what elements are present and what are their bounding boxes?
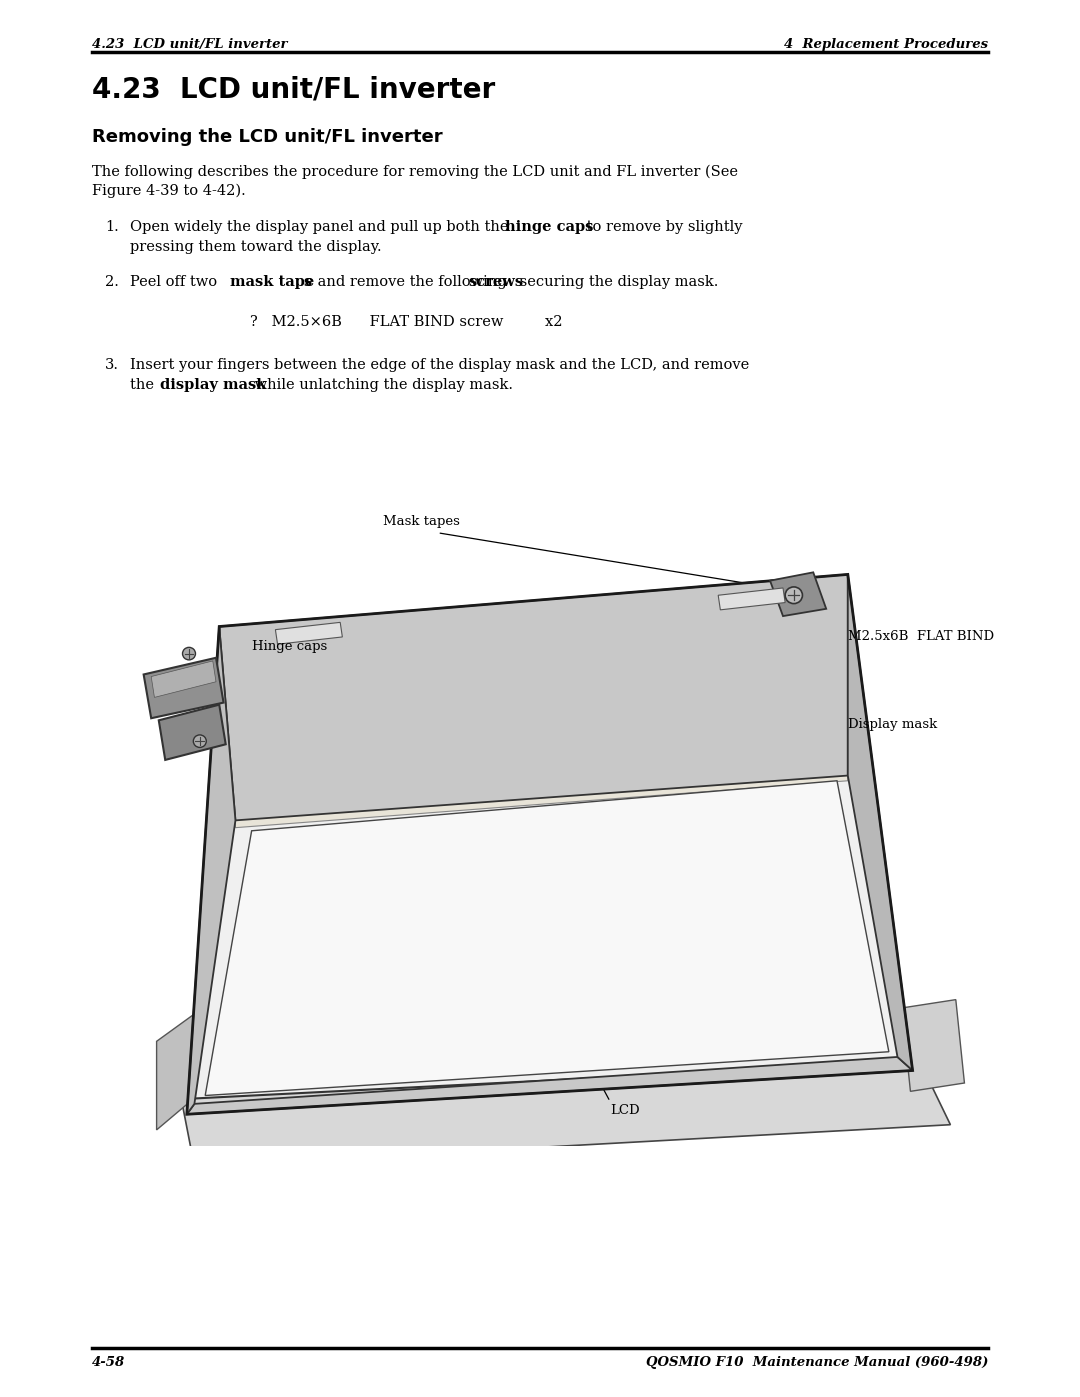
Text: display mask: display mask bbox=[160, 379, 267, 393]
Text: Open widely the display panel and pull up both the: Open widely the display panel and pull u… bbox=[130, 219, 513, 235]
Polygon shape bbox=[219, 574, 848, 820]
Text: Figure 4-39     Removing the display mask: Figure 4-39 Removing the display mask bbox=[340, 1127, 652, 1141]
Polygon shape bbox=[308, 673, 351, 697]
Polygon shape bbox=[632, 630, 680, 654]
Text: mask tape: mask tape bbox=[230, 275, 314, 289]
Circle shape bbox=[183, 647, 195, 659]
Polygon shape bbox=[144, 658, 224, 718]
Polygon shape bbox=[191, 588, 907, 1098]
Text: the: the bbox=[130, 379, 159, 393]
Polygon shape bbox=[187, 626, 235, 1115]
Polygon shape bbox=[394, 664, 459, 687]
Circle shape bbox=[785, 587, 802, 604]
Text: to remove by slightly: to remove by slightly bbox=[582, 219, 743, 235]
Polygon shape bbox=[205, 781, 889, 1095]
Text: QOSMIO F10  Maintenance Manual (960-498): QOSMIO F10 Maintenance Manual (960-498) bbox=[646, 1356, 988, 1369]
Text: Removing the LCD unit/FL inverter: Removing the LCD unit/FL inverter bbox=[92, 129, 443, 147]
Text: 3.: 3. bbox=[105, 358, 119, 372]
Text: 2.: 2. bbox=[105, 275, 119, 289]
Polygon shape bbox=[159, 704, 226, 760]
Text: securing the display mask.: securing the display mask. bbox=[515, 275, 718, 289]
Text: Figure 4-39 to 4-42).: Figure 4-39 to 4-42). bbox=[92, 184, 246, 198]
Text: pressing them toward the display.: pressing them toward the display. bbox=[130, 240, 381, 254]
Polygon shape bbox=[770, 573, 826, 616]
Text: 4.23  LCD unit/FL inverter: 4.23 LCD unit/FL inverter bbox=[92, 75, 496, 103]
Text: Hinge caps: Hinge caps bbox=[252, 640, 327, 652]
Text: Display mask: Display mask bbox=[848, 718, 937, 731]
Text: 4.23  LCD unit/FL inverter: 4.23 LCD unit/FL inverter bbox=[92, 38, 287, 52]
Polygon shape bbox=[178, 1046, 950, 1166]
Polygon shape bbox=[275, 622, 342, 644]
Text: Mask tapes: Mask tapes bbox=[383, 515, 460, 528]
Polygon shape bbox=[902, 1000, 964, 1091]
Text: hinge caps: hinge caps bbox=[505, 219, 593, 235]
Polygon shape bbox=[718, 622, 761, 643]
Polygon shape bbox=[157, 1010, 200, 1130]
Polygon shape bbox=[187, 1058, 913, 1115]
Text: Peel off two: Peel off two bbox=[130, 275, 221, 289]
Polygon shape bbox=[157, 1031, 915, 1083]
Polygon shape bbox=[524, 643, 578, 668]
Text: ?   M2.5×6B      FLAT BIND screw         x2: ? M2.5×6B FLAT BIND screw x2 bbox=[249, 314, 563, 330]
Polygon shape bbox=[848, 574, 913, 1070]
Text: Insert your fingers between the edge of the display mask and the LCD, and remove: Insert your fingers between the edge of … bbox=[130, 358, 750, 372]
Circle shape bbox=[193, 735, 206, 747]
Text: 1.: 1. bbox=[105, 219, 119, 235]
Text: and remove the following: and remove the following bbox=[313, 275, 511, 289]
Text: screws: screws bbox=[468, 275, 523, 289]
Polygon shape bbox=[151, 661, 216, 697]
Text: while unlatching the display mask.: while unlatching the display mask. bbox=[249, 379, 513, 393]
Polygon shape bbox=[232, 591, 848, 827]
Text: s: s bbox=[303, 275, 311, 289]
Text: LCD: LCD bbox=[610, 1104, 639, 1116]
Text: 4  Replacement Procedures: 4 Replacement Procedures bbox=[784, 38, 988, 52]
Text: M2.5x6B  FLAT BIND: M2.5x6B FLAT BIND bbox=[848, 630, 994, 643]
Text: 4-58: 4-58 bbox=[92, 1356, 125, 1369]
Text: The following describes the procedure for removing the LCD unit and FL inverter : The following describes the procedure fo… bbox=[92, 165, 738, 179]
Polygon shape bbox=[718, 588, 785, 610]
